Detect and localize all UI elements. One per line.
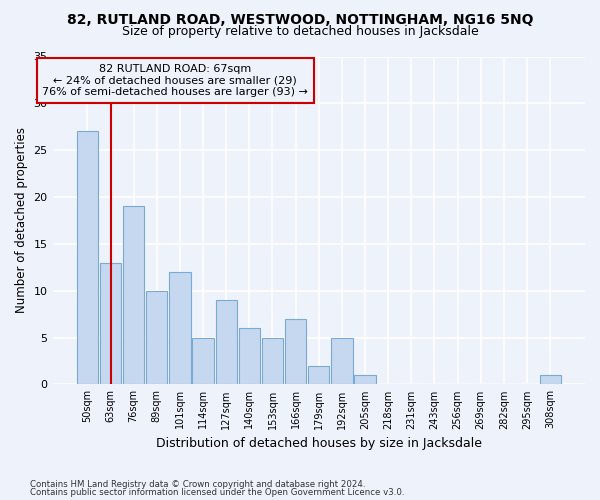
Bar (539, 375, 561, 384)
Bar (262, 338, 283, 384)
Bar (239, 328, 260, 384)
Bar (215, 300, 237, 384)
Text: Contains HM Land Registry data © Crown copyright and database right 2024.: Contains HM Land Registry data © Crown c… (30, 480, 365, 489)
Bar (285, 319, 306, 384)
Bar (77, 132, 98, 384)
Bar (169, 272, 191, 384)
Text: Size of property relative to detached houses in Jacksdale: Size of property relative to detached ho… (122, 25, 478, 38)
X-axis label: Distribution of detached houses by size in Jacksdale: Distribution of detached houses by size … (156, 437, 482, 450)
Bar (331, 338, 353, 384)
Text: 82 RUTLAND ROAD: 67sqm
← 24% of detached houses are smaller (29)
76% of semi-det: 82 RUTLAND ROAD: 67sqm ← 24% of detached… (43, 64, 308, 97)
Bar (100, 262, 121, 384)
Bar (308, 366, 329, 384)
Text: 82, RUTLAND ROAD, WESTWOOD, NOTTINGHAM, NG16 5NQ: 82, RUTLAND ROAD, WESTWOOD, NOTTINGHAM, … (67, 12, 533, 26)
Text: Contains public sector information licensed under the Open Government Licence v3: Contains public sector information licen… (30, 488, 404, 497)
Bar (123, 206, 145, 384)
Bar (193, 338, 214, 384)
Bar (355, 375, 376, 384)
Bar (146, 290, 167, 384)
Y-axis label: Number of detached properties: Number of detached properties (15, 128, 28, 314)
